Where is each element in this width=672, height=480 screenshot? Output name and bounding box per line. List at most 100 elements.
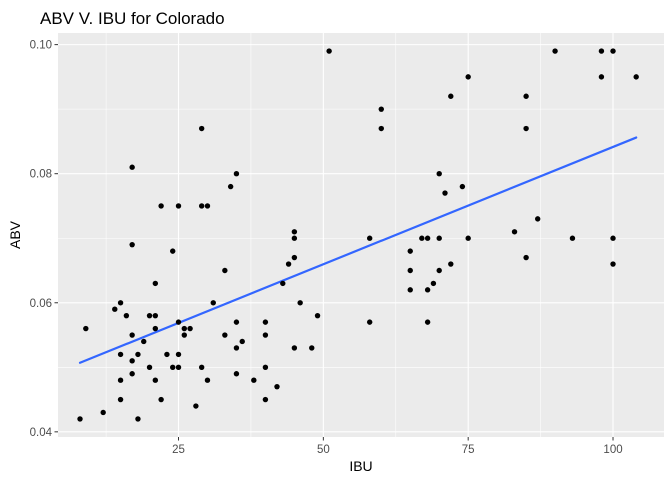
data-point <box>100 409 106 416</box>
data-point <box>262 319 269 325</box>
data-point <box>378 125 384 132</box>
data-point <box>170 364 176 371</box>
data-point <box>129 332 135 338</box>
data-point <box>117 396 124 403</box>
data-point <box>523 254 529 261</box>
data-point <box>262 396 269 403</box>
data-point <box>135 416 141 422</box>
data-point <box>436 170 442 177</box>
trend-line <box>78 136 638 364</box>
data-point <box>366 319 373 325</box>
data-point <box>198 125 205 132</box>
data-point <box>170 248 176 254</box>
data-point <box>117 377 124 383</box>
data-point <box>222 267 228 274</box>
data-point <box>523 93 529 99</box>
data-point <box>448 261 454 267</box>
data-point <box>77 416 83 422</box>
data-point <box>459 183 466 190</box>
data-point <box>175 351 182 358</box>
data-point <box>262 364 269 371</box>
x-axis-title: IBU <box>349 458 372 474</box>
data-point <box>309 345 315 351</box>
data-point <box>112 306 118 312</box>
x-axis: 25 50 75 100 <box>172 437 623 456</box>
grid-minor <box>58 33 664 437</box>
data-point <box>135 351 141 358</box>
y-tick-label: 0.04 <box>30 427 53 439</box>
data-point <box>523 125 529 132</box>
y-axis-title: ABV <box>7 220 23 249</box>
data-point <box>407 248 413 254</box>
data-point <box>152 312 159 319</box>
data-point <box>535 216 541 222</box>
data-point <box>326 48 332 54</box>
data-point <box>598 74 605 80</box>
data-point <box>222 332 228 338</box>
data-point <box>291 345 298 351</box>
grid-major <box>58 33 664 437</box>
data-point <box>146 364 153 371</box>
data-point <box>424 235 431 241</box>
plot-panel <box>58 33 664 437</box>
data-point <box>424 287 431 293</box>
data-point <box>262 332 269 338</box>
data-point <box>297 300 303 306</box>
data-point <box>424 319 431 325</box>
data-point <box>146 312 153 319</box>
trend-line-group <box>78 136 638 364</box>
data-point <box>552 48 558 54</box>
data-point <box>129 371 135 377</box>
x-tick-label: 75 <box>462 444 475 456</box>
data-point <box>117 300 124 306</box>
data-point <box>442 190 448 196</box>
data-point <box>233 319 240 325</box>
data-point <box>233 170 240 177</box>
x-tick-label: 25 <box>172 444 185 456</box>
data-point <box>123 312 130 319</box>
data-point <box>448 93 454 99</box>
data-point <box>164 351 170 358</box>
data-point <box>175 319 182 325</box>
y-tick-label: 0.10 <box>30 40 52 52</box>
y-axis: 0.04 0.06 0.08 0.10 <box>30 40 58 439</box>
data-point <box>511 229 518 235</box>
data-point <box>633 74 639 80</box>
data-point <box>181 332 187 338</box>
data-point <box>465 235 471 241</box>
data-point <box>419 235 425 241</box>
data-point <box>129 164 135 170</box>
data-point <box>198 203 205 209</box>
data-point <box>181 325 187 332</box>
data-point <box>280 280 286 287</box>
x-tick-label: 100 <box>603 444 622 456</box>
data-point <box>204 203 211 209</box>
chart-title: ABV V. IBU for Colorado <box>40 9 225 28</box>
data-point <box>117 351 124 358</box>
data-point <box>436 267 442 274</box>
data-point <box>152 325 159 332</box>
data-point <box>193 403 199 409</box>
data-point <box>198 364 205 371</box>
data-point <box>141 338 147 345</box>
data-point <box>233 371 240 377</box>
data-point <box>227 183 234 190</box>
data-point <box>610 235 616 241</box>
data-point <box>187 325 193 332</box>
data-point <box>291 254 298 261</box>
data-point <box>210 300 216 306</box>
points-group <box>77 48 639 422</box>
data-point <box>129 241 135 248</box>
data-point <box>274 383 280 390</box>
data-point <box>407 267 413 274</box>
data-point <box>569 235 576 241</box>
data-point <box>598 48 605 54</box>
data-point <box>239 338 245 345</box>
data-point <box>251 377 257 383</box>
x-tick-label: 50 <box>317 444 330 456</box>
data-point <box>378 106 384 112</box>
data-point <box>407 287 413 293</box>
data-point <box>610 48 616 54</box>
data-point <box>158 203 164 209</box>
